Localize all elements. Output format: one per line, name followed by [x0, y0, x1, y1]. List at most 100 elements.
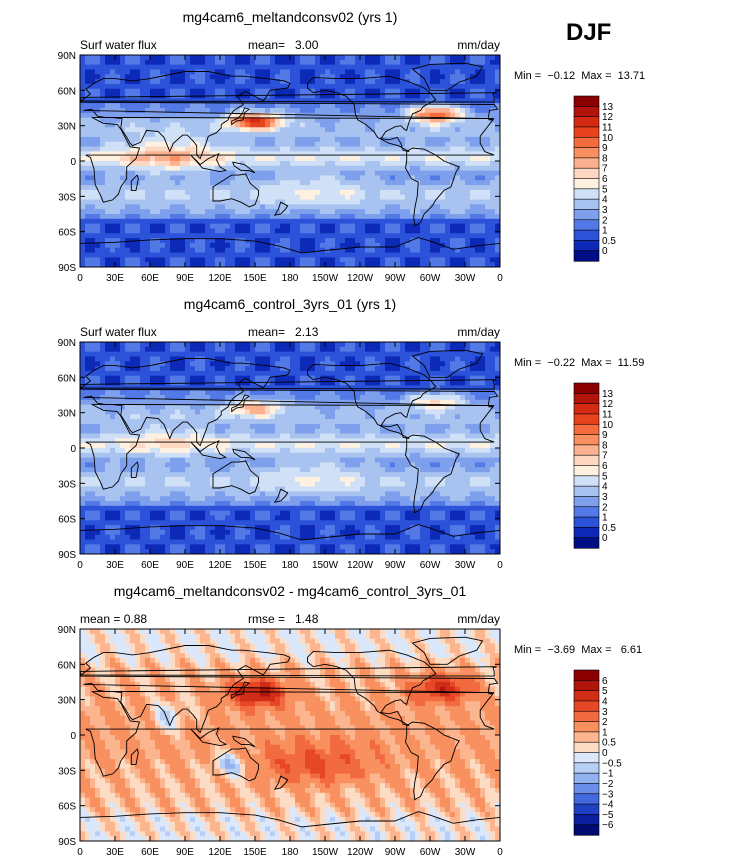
colorbar-label: 6 [602, 676, 608, 687]
lon-tick-label: 180 [282, 560, 299, 571]
lon-tick-label: 60E [141, 847, 159, 858]
colorbar-swatch [573, 680, 600, 692]
lat-tick-label: 30N [58, 409, 76, 420]
coastline-greenland [411, 349, 484, 378]
lat-tick-label: 90N [58, 51, 76, 62]
colorbar-swatch [573, 106, 600, 118]
coastline-south-america [405, 721, 460, 801]
coastline-north-america [307, 362, 437, 440]
coastline-australia [212, 460, 259, 495]
lat-tick-label: 0 [70, 731, 76, 742]
lon-tick-label: 0 [77, 560, 83, 571]
colorbar-swatch [573, 413, 600, 425]
lat-tick-label: 90N [58, 625, 76, 636]
colorbar-swatch [573, 188, 600, 200]
colorbar-label: 13 [602, 389, 614, 400]
panel-units-label: mm/day [457, 612, 500, 626]
colorbar-swatch [573, 690, 600, 702]
lon-tick-label: 150W [312, 273, 339, 284]
panel-title: mg4cam6_meltandconsv02 (yrs 1) [183, 9, 398, 25]
colorbar-swatch [573, 382, 600, 394]
colorbar-swatch [573, 403, 600, 415]
map-field [80, 629, 500, 841]
coastline-eurasia [80, 358, 499, 447]
colorbar-label: 4 [602, 482, 608, 493]
coastline-antarctica [80, 237, 500, 267]
colorbar-label: 9 [602, 143, 608, 154]
colorbar-swatch [573, 506, 600, 518]
colorbar-label: 5 [602, 471, 608, 482]
coastline-antarctica [80, 811, 500, 841]
lon-tick-label: 30E [106, 560, 124, 571]
colorbar-swatch [573, 824, 600, 836]
coastline-greenland [411, 62, 484, 91]
lon-tick-label: 0 [77, 273, 83, 284]
lat-tick-label: 60N [58, 660, 76, 671]
lon-tick-label: 60W [420, 847, 441, 858]
colorbar-label: 0 [602, 533, 608, 544]
lon-tick-label: 0 [497, 560, 503, 571]
lon-tick-label: 90W [385, 560, 406, 571]
lon-tick-label: 150E [243, 847, 267, 858]
lon-tick-label: 60E [141, 273, 159, 284]
colorbar-label: 5 [602, 184, 608, 195]
colorbar-label: 4 [602, 696, 608, 707]
min-max-label: Min = −0.12 Max = 13.71 [514, 70, 645, 82]
colorbar-label: 0.5 [602, 236, 616, 247]
colorbar-swatch [573, 126, 600, 138]
colorbar-label: 12 [602, 112, 614, 123]
panel-units-label: mm/day [457, 38, 500, 52]
colorbar-label: −1 [602, 769, 614, 780]
colorbar-swatch [573, 167, 600, 180]
lon-tick-label: 30E [106, 273, 124, 284]
colorbar-label: −4 [602, 800, 614, 811]
lon-tick-label: 180 [282, 847, 299, 858]
colorbar-label: 4 [602, 195, 608, 206]
colorbar-label: 3 [602, 205, 608, 216]
colorbar-label: 12 [602, 399, 614, 410]
colorbar-swatch [573, 198, 600, 211]
panel-2: mg4cam6_control_3yrs_01 (yrs 1) Surf wate… [58, 296, 645, 571]
colorbar-swatch [573, 793, 600, 805]
lon-tick-label: 90E [176, 560, 194, 571]
colorbar-swatch [573, 178, 600, 190]
colorbar-label: −6 [602, 820, 614, 831]
colorbar-swatch [573, 444, 600, 456]
colorbar-swatch [573, 537, 600, 549]
lon-tick-label: 180 [282, 273, 299, 284]
coastline-new-guinea [232, 448, 256, 461]
coastline-japan [231, 107, 251, 126]
lon-tick-label: 30E [106, 847, 124, 858]
colorbar-swatch [573, 454, 600, 467]
colorbar-swatch [573, 710, 600, 723]
colorbar-swatch [573, 95, 600, 107]
colorbar-swatch [573, 762, 600, 774]
lat-tick-label: 30S [58, 479, 76, 490]
panel-title: mg4cam6_control_3yrs_01 (yrs 1) [184, 296, 396, 312]
colorbar-swatch [573, 516, 600, 528]
colorbar-label: −5 [602, 810, 614, 821]
lon-tick-label: 120E [208, 273, 232, 284]
colorbar-swatch [573, 803, 600, 815]
lon-tick-label: 0 [497, 847, 503, 858]
colorbar-swatch [573, 465, 600, 477]
colorbar-swatch [573, 475, 600, 487]
coastline-africa [85, 403, 495, 490]
colorbar-label: 5 [602, 686, 608, 697]
coastline-africa [85, 116, 495, 203]
coastline-new-guinea [232, 735, 256, 748]
panel-units-label: mm/day [457, 325, 500, 339]
lon-tick-label: 150W [312, 847, 339, 858]
lat-tick-label: 30N [58, 696, 76, 707]
colorbar-label: −2 [602, 779, 614, 790]
lon-tick-label: 0 [77, 847, 83, 858]
map-field [80, 55, 500, 267]
coastline-north-america [307, 75, 437, 153]
colorbar-label: 0.5 [602, 523, 616, 534]
lon-tick-label: 60W [420, 560, 441, 571]
coastline-madagascar [130, 461, 139, 478]
panel-mid-label: rmse = 1.48 [248, 612, 319, 626]
colorbar-label: 6 [602, 174, 608, 185]
